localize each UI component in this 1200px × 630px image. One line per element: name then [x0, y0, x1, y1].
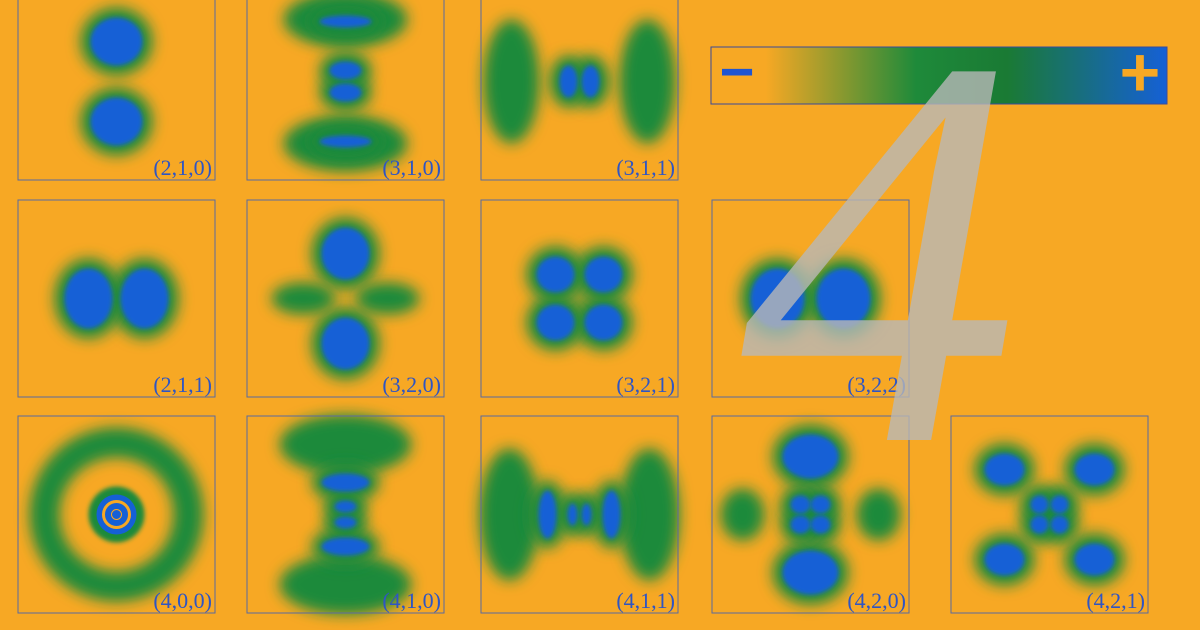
plus-sign: + — [1120, 33, 1161, 111]
orbital-lobe — [584, 304, 623, 341]
orbital-lobe — [984, 543, 1025, 576]
orbital-panel: (3,1,0) — [246, 0, 445, 181]
orbital-lobe — [329, 61, 362, 80]
orbital-ring — [102, 500, 131, 529]
orbital-lobe — [90, 17, 143, 66]
orbital-halo — [271, 282, 336, 315]
panel-grid: (2,1,0) (3,1,0) (3,1,1) (2,1,1) (3,2,0) (3,2,… — [17, 0, 1149, 615]
orbital-lobe — [790, 515, 811, 534]
orbital-panel: (2,1,1) — [17, 199, 216, 398]
orbital-lobe — [319, 15, 372, 28]
orbital-lobe — [1030, 495, 1049, 514]
orbital-lobe — [559, 65, 578, 98]
orbital-lobe — [810, 515, 831, 534]
orbital-halo — [856, 488, 901, 541]
orbital-lobe — [319, 135, 372, 148]
orbital-lobe — [321, 227, 370, 280]
orbital-panel: (4,1,1) — [479, 415, 680, 614]
orbital-halo — [483, 19, 540, 144]
panel-frame — [17, 199, 216, 398]
panel-label: (4,0,0) — [153, 588, 212, 613]
panel-frame — [246, 0, 445, 181]
panel-label: (3,2,2) — [847, 372, 906, 397]
colorbar: − + — [710, 33, 1168, 111]
orbital-lobe — [334, 500, 357, 513]
orbital-lobe — [321, 317, 370, 370]
orbital-halo — [720, 488, 765, 541]
orbital-halo — [29, 427, 204, 602]
orbital-lobe — [810, 495, 831, 514]
orbital-lobe — [782, 550, 839, 595]
orbital-halo — [279, 554, 412, 615]
orbital-lobe — [1030, 515, 1049, 534]
panel-label: (3,2,1) — [616, 372, 675, 397]
colorbar-gradient — [710, 46, 1168, 105]
panel-frame — [711, 415, 910, 614]
panel-label: (2,1,0) — [153, 155, 212, 180]
panel-frame — [246, 199, 445, 398]
orbital-lobe — [1074, 543, 1115, 576]
orbital-lobe — [321, 473, 370, 492]
orbital-halo — [619, 448, 680, 581]
orbital-halo — [619, 19, 676, 144]
panel-frame — [711, 199, 910, 398]
orbital-lobe — [750, 268, 805, 329]
orbital-lobe — [90, 97, 143, 146]
panel-label: (4,1,0) — [382, 588, 441, 613]
panel-frame — [480, 199, 679, 398]
panel-label: (4,1,1) — [616, 588, 675, 613]
panel-label: (3,1,1) — [616, 155, 675, 180]
minus-sign: − — [719, 38, 754, 105]
orbital-lobe — [567, 503, 578, 526]
orbital-lobe — [538, 490, 557, 539]
orbital-lobe — [321, 537, 370, 556]
orbital-panel: (4,2,1) — [950, 415, 1149, 614]
orbital-panel: (3,1,1) — [480, 0, 679, 181]
orbital-lobe — [984, 453, 1025, 486]
orbital-halo — [279, 414, 412, 475]
orbital-panel: (3,2,2) — [711, 199, 910, 398]
panel-label: (4,2,0) — [847, 588, 906, 613]
orbital-panel: (2,1,0) — [17, 0, 216, 181]
orbital-ring — [111, 509, 122, 520]
panel-frame — [246, 415, 445, 614]
orbital-lobe — [64, 268, 113, 329]
orbital-lobe — [584, 256, 623, 293]
panel-label: (2,1,1) — [153, 372, 212, 397]
orbital-lobe — [120, 268, 169, 329]
orbital-lobe — [581, 65, 600, 98]
panel-label: (3,1,0) — [382, 155, 441, 180]
panel-label: (4,2,1) — [1086, 588, 1145, 613]
orbital-lobe — [334, 516, 357, 529]
panel-frame — [17, 415, 216, 614]
panel-frame — [480, 415, 679, 614]
orbital-lobe — [536, 304, 575, 341]
orbital-halo — [355, 282, 420, 315]
orbital-panel: (4,1,0) — [246, 414, 445, 615]
panel-frame — [950, 415, 1149, 614]
orbital-lobe — [790, 495, 811, 514]
orbital-panel: (3,2,0) — [246, 199, 445, 398]
orbital-lobe — [581, 503, 592, 526]
panel-label: (3,2,0) — [382, 372, 441, 397]
orbital-lobe — [329, 83, 362, 102]
orbital-lobe — [602, 490, 621, 539]
orbital-lobe — [1074, 453, 1115, 486]
orbital-lobe — [1050, 495, 1069, 514]
orbital-lobe — [816, 268, 871, 329]
orbital-panel: (3,2,1) — [480, 199, 679, 398]
orbital-panel: (4,2,0) — [711, 415, 910, 614]
orbital-halo — [479, 448, 540, 581]
panel-frame — [17, 0, 216, 181]
orbital-panel: (4,0,0) — [17, 415, 216, 614]
orbital-lobe — [536, 256, 575, 293]
orbital-lobe — [1050, 515, 1069, 534]
watermark: 4 — [740, 0, 1020, 562]
panel-frame — [480, 0, 679, 181]
orbital-lobe — [782, 434, 839, 479]
